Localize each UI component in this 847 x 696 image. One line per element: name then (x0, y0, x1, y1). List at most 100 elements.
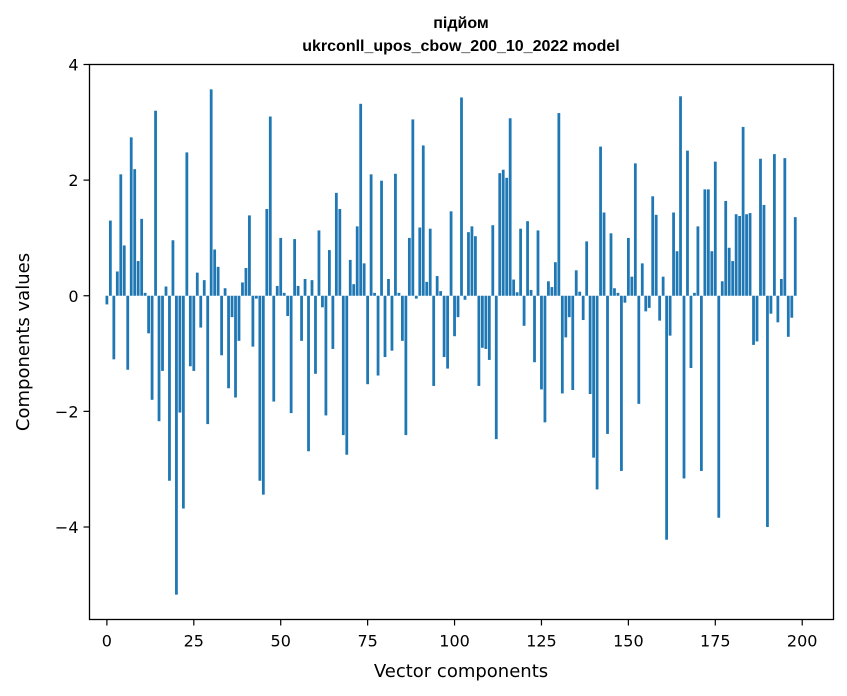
bar-132 (564, 295, 568, 338)
bar-31 (213, 249, 217, 296)
bar-110 (487, 295, 491, 360)
bar-191 (769, 295, 773, 314)
bar-72 (355, 226, 359, 296)
bar-117 (512, 279, 516, 296)
bar-22 (181, 295, 185, 509)
bar-53 (289, 295, 293, 414)
bar-34 (223, 288, 227, 296)
bar-115 (505, 177, 509, 296)
bar-33 (220, 295, 223, 356)
bar-181 (734, 214, 738, 296)
bar-122 (529, 289, 533, 296)
bar-68 (341, 295, 345, 436)
bar-169 (693, 292, 696, 296)
bar-20 (175, 295, 178, 595)
bar-96 (439, 291, 443, 296)
bar-85 (401, 295, 404, 341)
bar-185 (748, 213, 752, 296)
bar-7 (129, 137, 133, 296)
bar-173 (706, 189, 710, 296)
bar-59 (310, 280, 314, 296)
bar-82 (390, 295, 394, 351)
bar-149 (623, 295, 627, 303)
bar-26 (195, 272, 199, 296)
bar-0 (105, 295, 109, 305)
bar-190 (766, 295, 769, 527)
bar-140 (592, 295, 595, 458)
bar-98 (446, 295, 449, 369)
bar-195 (783, 158, 787, 296)
bar-103 (463, 295, 467, 300)
bar-154 (640, 263, 644, 296)
bar-157 (651, 196, 655, 296)
bar-2 (112, 295, 116, 360)
bar-141 (595, 295, 599, 490)
bar-70 (348, 259, 352, 296)
bar-97 (442, 295, 446, 358)
bar-57 (303, 278, 307, 296)
bar-76 (369, 174, 373, 296)
bar-99 (449, 211, 453, 296)
bar-27 (199, 295, 203, 328)
bar-129 (553, 262, 557, 296)
bar-90 (418, 227, 422, 296)
bar-24 (188, 295, 192, 367)
bar-197 (790, 295, 794, 318)
bar-177 (720, 281, 724, 296)
bar-194 (779, 278, 783, 296)
bar-143 (602, 212, 606, 296)
bar-186 (752, 295, 755, 345)
bar-77 (373, 292, 376, 296)
bar-182 (738, 215, 742, 296)
bar-11 (143, 292, 147, 296)
bar-147 (616, 292, 620, 296)
bar-116 (508, 118, 512, 296)
bar-14 (154, 110, 157, 296)
bar-105 (470, 226, 474, 296)
bar-19 (171, 240, 175, 296)
bar-51 (282, 292, 286, 296)
bar-17 (164, 286, 168, 296)
bar-142 (599, 146, 602, 296)
bar-23 (185, 152, 189, 296)
bar-163 (672, 212, 675, 296)
bar-63 (324, 295, 328, 416)
bar-180 (731, 261, 735, 296)
bar-39 (241, 282, 244, 296)
bar-6 (126, 295, 130, 370)
bar-123 (533, 295, 536, 363)
bar-87 (407, 237, 411, 296)
bar-74 (362, 263, 366, 296)
bar-106 (474, 236, 477, 296)
bar-9 (136, 261, 140, 296)
bar-43 (254, 295, 258, 299)
bar-134 (571, 295, 575, 390)
bar-42 (251, 295, 255, 347)
bar-47 (268, 116, 272, 296)
bar-148 (620, 295, 623, 471)
bar-145 (609, 233, 613, 296)
bar-189 (762, 204, 766, 296)
bar-60 (314, 295, 317, 374)
x-tick-label: 100 (439, 632, 470, 651)
bar-52 (286, 295, 290, 316)
x-tick-label: 125 (526, 632, 557, 651)
bar-161 (665, 295, 669, 540)
bar-71 (352, 284, 356, 296)
bar-94 (432, 295, 436, 386)
bar-32 (216, 266, 220, 296)
bar-171 (700, 295, 703, 471)
x-tick-label: 50 (271, 632, 291, 651)
bar-120 (522, 295, 526, 326)
bar-155 (644, 295, 648, 312)
bar-75 (366, 295, 370, 385)
bar-13 (150, 295, 154, 400)
bar-114 (501, 169, 505, 296)
bar-127 (547, 281, 550, 296)
chart-title: підйом (433, 15, 489, 32)
bar-64 (328, 250, 331, 296)
bar-12 (147, 295, 150, 334)
bar-36 (230, 295, 234, 318)
bar-108 (480, 295, 484, 348)
bar-100 (453, 295, 456, 337)
